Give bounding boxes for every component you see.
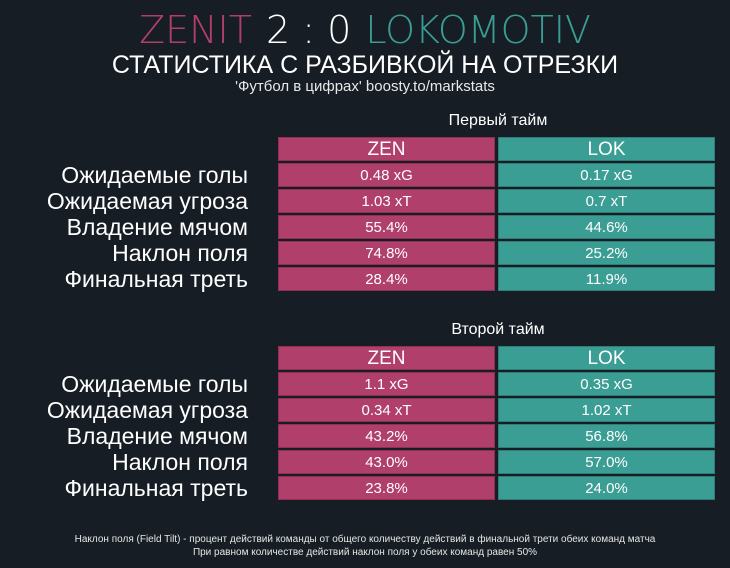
stat-label: Финальная треть: [64, 475, 248, 501]
stat-label: Наклон поля: [112, 449, 248, 475]
table-row: Ожидаемая угроза 0.34 xT 1.02 xT: [0, 397, 730, 423]
away-team-name: LOKOMOTIV: [365, 8, 591, 52]
footnote-definition: Наклон поля (Field Tilt) - процент дейст…: [74, 534, 656, 545]
table-header-row: ZEN LOK: [0, 345, 730, 371]
stat-label: Финальная треть: [64, 266, 248, 292]
table-row: Наклон поля 74.8% 25.2%: [0, 240, 730, 266]
stat-label: Ожидаемая угроза: [46, 397, 248, 423]
stat-label: Владение мячом: [66, 423, 248, 449]
home-stat-value: 23.8%: [278, 476, 495, 500]
stat-label: Владение мячом: [66, 214, 248, 240]
first-half-title: Первый тайм: [448, 112, 548, 129]
table-header-row: ZEN LOK: [0, 136, 730, 162]
match-headline: ZENIT 2 : 0 LOKOMOTIV: [0, 8, 730, 52]
home-team-name: ZENIT: [139, 8, 252, 52]
home-stat-value: 0.48 xG: [278, 163, 495, 187]
away-stat-value: 0.35 xG: [498, 372, 715, 396]
source-credit: 'Футбол в цифрах' boosty.to/markstats: [235, 78, 495, 95]
stat-label: Ожидаемые голы: [61, 162, 248, 188]
home-stat-value: 1.1 xG: [278, 372, 495, 396]
home-stat-value: 43.2%: [278, 424, 495, 448]
page-subtitle: СТАТИСТИКА С РАЗБИВКОЙ НА ОТРЕЗКИ: [111, 51, 619, 79]
second-half-title: Второй тайм: [451, 321, 545, 338]
away-stat-value: 44.6%: [498, 215, 715, 239]
table-row: Владение мячом 55.4% 44.6%: [0, 214, 730, 240]
home-stat-value: 1.03 xT: [278, 189, 495, 213]
home-stat-value: 43.0%: [278, 450, 495, 474]
away-stat-value: 11.9%: [498, 267, 715, 291]
home-stat-value: 55.4%: [278, 215, 495, 239]
table-row: Наклон поля 43.0% 57.0%: [0, 449, 730, 475]
stat-label: Наклон поля: [112, 240, 248, 266]
away-stat-value: 1.02 xT: [498, 398, 715, 422]
home-stat-value: 0.34 xT: [278, 398, 495, 422]
home-column-header: ZEN: [278, 346, 495, 370]
away-stat-value: 56.8%: [498, 424, 715, 448]
table-row: Ожидаемая угроза 1.03 xT 0.7 xT: [0, 188, 730, 214]
away-stat-value: 57.0%: [498, 450, 715, 474]
away-stat-value: 25.2%: [498, 241, 715, 265]
home-stat-value: 28.4%: [278, 267, 495, 291]
stat-label: Ожидаемые голы: [61, 371, 248, 397]
table-row: Владение мячом 43.2% 56.8%: [0, 423, 730, 449]
away-stat-value: 0.7 xT: [498, 189, 715, 213]
away-column-header: LOK: [498, 346, 715, 370]
stat-label: Ожидаемая угроза: [46, 188, 248, 214]
table-row: Ожидаемые голы 1.1 xG 0.35 xG: [0, 371, 730, 397]
table-row: Финальная треть 28.4% 11.9%: [0, 266, 730, 292]
table-row: Ожидаемые голы 0.48 xG 0.17 xG: [0, 162, 730, 188]
match-score: 2 : 0: [265, 8, 352, 52]
table-row: Финальная треть 23.8% 24.0%: [0, 475, 730, 501]
home-stat-value: 74.8%: [278, 241, 495, 265]
home-column-header: ZEN: [278, 137, 495, 161]
away-stat-value: 24.0%: [498, 476, 715, 500]
away-stat-value: 0.17 xG: [498, 163, 715, 187]
away-column-header: LOK: [498, 137, 715, 161]
footnote-equal-case: При равном количестве действий наклон по…: [192, 547, 538, 558]
